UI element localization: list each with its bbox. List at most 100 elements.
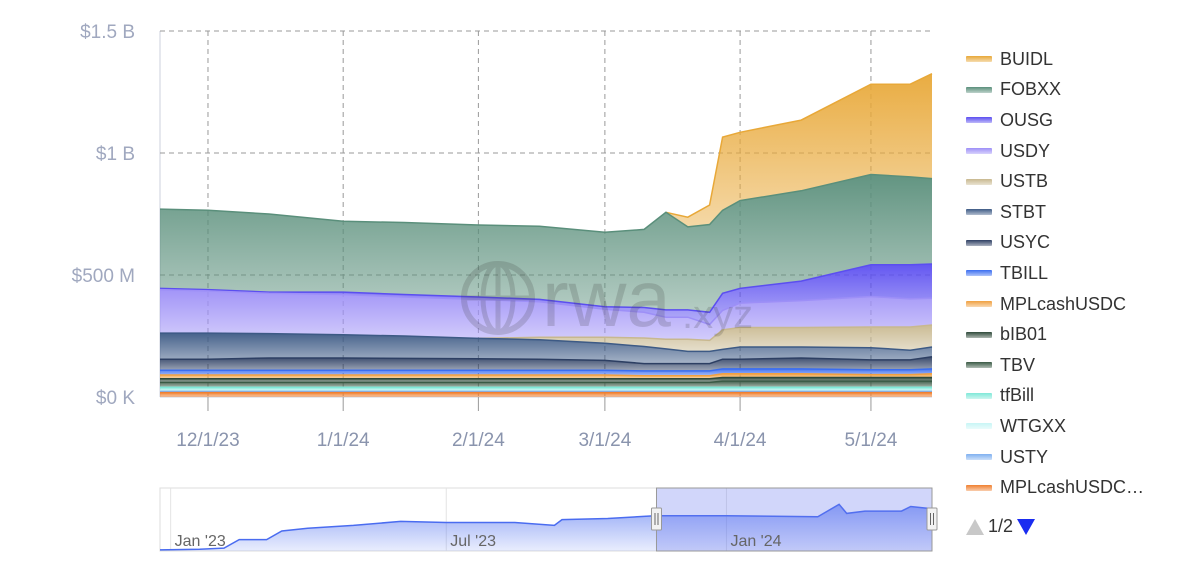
area-mark[interactable] — [160, 264, 932, 325]
legend-symbol-icon — [966, 148, 992, 155]
legend-item[interactable]: USTY — [966, 442, 1144, 473]
legend-symbol-icon — [966, 331, 992, 338]
series-line — [160, 355, 933, 365]
legend-item[interactable]: FOBXX — [966, 75, 1144, 106]
legend-label: bIB01 — [1000, 324, 1048, 345]
rwa-watermark-logo: rwa .xyz — [461, 254, 753, 343]
series-line — [160, 332, 933, 353]
series-fobxx[interactable] — [159, 173, 933, 313]
legend-symbol-icon — [966, 454, 992, 461]
legend-item[interactable]: MPLcashUSDC… — [966, 472, 1144, 503]
navigator-tick-label: Jan '24 — [730, 533, 781, 550]
legend-symbol-icon — [966, 392, 992, 399]
legend-symbol-icon — [966, 209, 992, 216]
legend-symbol-icon — [966, 484, 992, 491]
y-tick-label: $0 K — [96, 388, 135, 409]
legend-symbol-icon — [966, 239, 992, 246]
series-mplcashusdc[interactable] — [160, 391, 932, 397]
legend-label: USYC — [1000, 232, 1051, 253]
series-usdy[interactable] — [159, 288, 933, 341]
navigator-tick-label: Jan '23 — [175, 533, 226, 550]
legend-item[interactable]: WTGXX — [966, 411, 1144, 442]
y-axis: $0 K $500 M $1 B $1.5 B — [72, 22, 136, 409]
legend-item[interactable]: TBV — [966, 350, 1144, 381]
series-bib01[interactable] — [160, 376, 932, 383]
y-tick-label: $500 M — [72, 266, 135, 287]
legend-pager: 1/2 — [966, 516, 1036, 537]
series-line — [665, 73, 933, 218]
series-tbv[interactable] — [160, 380, 932, 388]
legend-symbol-icon — [966, 362, 992, 369]
legend-item[interactable]: MPLcashUSDC — [966, 289, 1144, 320]
svg-text:rwa: rwa — [542, 254, 671, 343]
area-mark[interactable] — [160, 333, 932, 364]
legend-item[interactable]: BUIDL — [966, 44, 1144, 75]
legend-item[interactable]: TBILL — [966, 258, 1144, 289]
legend-symbol-icon — [966, 117, 992, 124]
legend-label: USTB — [1000, 171, 1049, 192]
series-areas — [159, 73, 933, 397]
navigator: Jan '23 Jul '23 Jan '24 — [159, 487, 938, 552]
legend-page-indicator: 1/2 — [988, 516, 1014, 536]
legend-symbol-icon — [966, 178, 992, 185]
legend-next-page-icon[interactable] — [1017, 518, 1036, 535]
legend-label: USDY — [1000, 140, 1051, 161]
legend-label: TBILL — [1000, 262, 1049, 283]
series-stbt[interactable] — [160, 332, 933, 364]
legend-item[interactable]: USYC — [966, 228, 1144, 259]
x-tick-label: 5/1/24 — [845, 430, 898, 451]
legend-label: MPLcashUSDC… — [1000, 477, 1145, 498]
area-mark[interactable] — [160, 289, 932, 341]
series-buidl[interactable] — [665, 73, 933, 227]
series-line — [160, 373, 933, 377]
legend-label: OUSG — [1000, 109, 1054, 130]
legend-label: FOBXX — [1000, 79, 1062, 100]
series-ousg[interactable] — [159, 263, 933, 325]
legend-label: tfBill — [1000, 385, 1035, 406]
svg-text:.xyz: .xyz — [682, 293, 753, 337]
series-line — [478, 324, 933, 342]
x-tick-label: 4/1/24 — [714, 430, 767, 451]
navigator-selected-range[interactable] — [655, 487, 933, 552]
area-mark[interactable] — [478, 325, 932, 352]
legend-label: WTGXX — [1000, 415, 1066, 436]
area-mark[interactable] — [665, 73, 932, 227]
legend-symbol-icon — [966, 270, 992, 277]
navigator-tick-label: Jul '23 — [450, 533, 496, 550]
series-usyc[interactable] — [160, 355, 933, 371]
legend-item[interactable]: tfBill — [966, 381, 1144, 412]
series-ustb[interactable] — [478, 324, 933, 352]
legend-label: TBV — [1000, 354, 1036, 375]
legend-label: STBT — [1000, 201, 1047, 222]
series-line — [159, 263, 933, 314]
x-tick-label: 2/1/24 — [452, 430, 505, 451]
x-axis: 12/1/23 1/1/24 2/1/24 3/1/24 4/1/24 5/1/24 — [176, 430, 898, 451]
legend-label: MPLcashUSDC — [1000, 293, 1127, 314]
area-mark[interactable] — [160, 392, 932, 397]
series-tbill[interactable] — [160, 368, 933, 376]
legend-item[interactable]: OUSG — [966, 105, 1144, 136]
legend-item[interactable]: bIB01 — [966, 319, 1144, 350]
legend-symbol-icon — [966, 56, 992, 63]
legend-item[interactable]: USDY — [966, 136, 1144, 167]
legend-label: USTY — [1000, 446, 1049, 467]
navigator-line — [159, 503, 933, 551]
area-mark[interactable] — [160, 174, 932, 313]
series-line — [159, 173, 933, 234]
series-line — [160, 380, 932, 384]
legend-symbol-icon — [966, 86, 992, 93]
legend-item[interactable]: STBT — [966, 197, 1144, 228]
area-mark[interactable] — [160, 356, 932, 371]
x-tick-label: 3/1/24 — [578, 430, 631, 451]
x-tick-label: 1/1/24 — [317, 430, 370, 451]
y-tick-label: $1 B — [96, 144, 135, 165]
legend-symbol-icon — [966, 423, 992, 430]
x-tick-label: 12/1/23 — [176, 430, 239, 451]
navigator-right-handle[interactable] — [926, 507, 938, 531]
legend-label: BUIDL — [1000, 48, 1054, 69]
legend-symbol-icon — [966, 301, 992, 308]
navigator-left-handle[interactable] — [650, 507, 662, 531]
series-line — [160, 368, 933, 372]
legend-item[interactable]: USTB — [966, 166, 1144, 197]
legend-prev-page-icon[interactable] — [966, 518, 984, 535]
